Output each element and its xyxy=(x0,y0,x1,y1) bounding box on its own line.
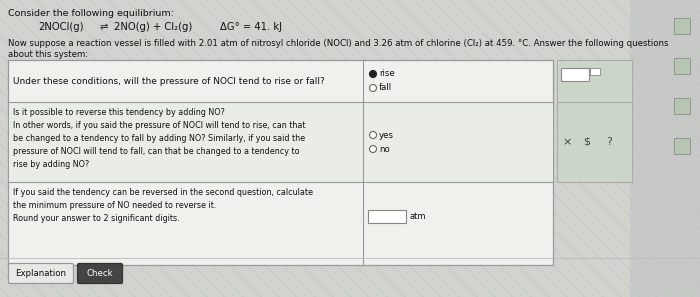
Bar xyxy=(8,60,553,265)
Text: atm: atm xyxy=(410,212,426,221)
Text: fall: fall xyxy=(379,83,392,92)
Text: rise by adding NO?: rise by adding NO? xyxy=(13,160,90,169)
Text: 2NO(g) + Cl₂(g): 2NO(g) + Cl₂(g) xyxy=(114,22,192,32)
Text: ?: ? xyxy=(606,137,612,147)
Bar xyxy=(674,58,690,74)
FancyBboxPatch shape xyxy=(8,263,74,284)
Text: Explanation: Explanation xyxy=(15,269,66,278)
Text: ×: × xyxy=(562,137,572,147)
Text: 2NOCl(g): 2NOCl(g) xyxy=(38,22,83,32)
Text: $: $ xyxy=(584,137,591,147)
Text: Is it possible to reverse this tendency by adding NO?: Is it possible to reverse this tendency … xyxy=(13,108,225,117)
Bar xyxy=(8,102,552,181)
Bar xyxy=(557,60,632,182)
Bar xyxy=(561,68,589,81)
Text: In other words, if you said the pressure of NOCl will tend to rise, can that: In other words, if you said the pressure… xyxy=(13,121,305,130)
Text: Consider the following equilibrium:: Consider the following equilibrium: xyxy=(8,9,174,18)
Text: pressure of NOCl will tend to fall, can that be changed to a tendency to: pressure of NOCl will tend to fall, can … xyxy=(13,147,300,156)
FancyBboxPatch shape xyxy=(78,263,122,284)
Bar xyxy=(674,98,690,114)
Text: If you said the tendency can be reversed in the second question, calculate: If you said the tendency can be reversed… xyxy=(13,188,313,197)
Text: be changed to a tendency to fall by adding NO? Similarly, if you said the: be changed to a tendency to fall by addi… xyxy=(13,134,305,143)
Text: about this system:: about this system: xyxy=(8,50,88,59)
Text: Check: Check xyxy=(87,269,113,278)
Text: Under these conditions, will the pressure of NOCl tend to rise or fall?: Under these conditions, will the pressur… xyxy=(13,77,325,86)
Text: Round your answer to 2 significant digits.: Round your answer to 2 significant digit… xyxy=(13,214,180,223)
Text: ΔG° = 41. kJ: ΔG° = 41. kJ xyxy=(220,22,282,32)
Circle shape xyxy=(370,70,377,78)
Circle shape xyxy=(370,146,377,152)
Bar xyxy=(674,18,690,34)
Text: rise: rise xyxy=(379,69,395,78)
Text: ⇌: ⇌ xyxy=(100,22,108,32)
Bar xyxy=(590,68,600,75)
Text: no: no xyxy=(379,145,390,154)
Bar xyxy=(674,138,690,154)
Bar xyxy=(368,210,406,223)
Text: yes: yes xyxy=(379,130,394,140)
Circle shape xyxy=(370,85,377,91)
Text: the minimum pressure of NO needed to reverse it.: the minimum pressure of NO needed to rev… xyxy=(13,201,216,210)
Circle shape xyxy=(370,132,377,138)
Text: Now suppose a reaction vessel is filled with 2.01 atm of nitrosyl chloride (NOCl: Now suppose a reaction vessel is filled … xyxy=(8,39,668,48)
